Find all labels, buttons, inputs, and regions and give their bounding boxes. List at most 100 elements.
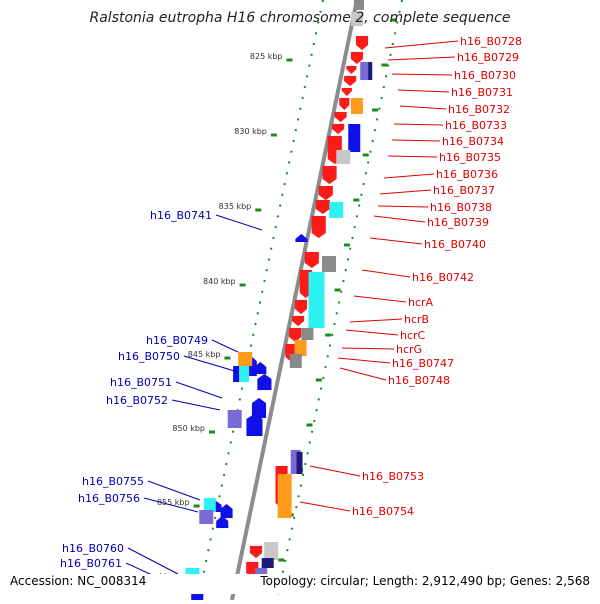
accession-text: Accession: NC_008314 — [8, 574, 149, 594]
forward-gene-arrow — [315, 199, 331, 215]
gene-feature-box — [261, 558, 274, 568]
reverse-gene-label: h16_B0756 — [78, 492, 140, 505]
gene-feature-box — [203, 498, 216, 512]
forward-gene-arrow — [350, 51, 364, 65]
forward-gene-arrow — [249, 545, 263, 559]
forward-gene-label: h16_B0737 — [433, 184, 495, 197]
reverse-gene-label: h16_B0749 — [146, 334, 208, 347]
chromosome-backbone — [230, 0, 359, 601]
forward-gene-arrow — [291, 315, 305, 327]
reverse-gene-label: h16_B0761 — [60, 557, 122, 570]
scale-label: 855 kbp — [157, 498, 190, 507]
gene-feature-box — [350, 98, 363, 114]
reverse-gene-leader — [147, 480, 201, 501]
gene-feature-box — [329, 202, 344, 218]
forward-gene-arrow — [311, 215, 326, 239]
forward-gene-arrow — [304, 251, 320, 269]
forward-gene-leader — [387, 56, 456, 61]
forward-gene-arrow — [341, 87, 353, 97]
genome-summary-text: Topology: circular; Length: 2,912,490 bp… — [258, 574, 592, 594]
gene-feature-box — [296, 452, 303, 474]
forward-gene-arrow — [343, 75, 357, 87]
forward-gene-leader — [379, 189, 432, 195]
forward-gene-leader — [353, 295, 407, 303]
forward-gene-label: hcrA — [408, 296, 434, 309]
gene-feature-box — [227, 410, 242, 428]
forward-gene-leader — [384, 40, 459, 49]
forward-gene-label: hcrB — [404, 313, 429, 326]
forward-gene-label: h16_B0729 — [457, 51, 519, 64]
gene-feature-box — [290, 450, 301, 474]
forward-gene-label: h16_B0735 — [439, 151, 501, 164]
gene-feature-box — [233, 366, 240, 382]
forward-gene-arrow — [322, 165, 337, 185]
reverse-gene-arrow — [254, 361, 267, 375]
forward-gene-arrow — [339, 97, 350, 111]
forward-gene-label: h16_B0731 — [451, 86, 513, 99]
forward-gene-arrow — [288, 327, 302, 343]
forward-gene-arrow — [346, 65, 357, 75]
reverse-gene-label: h16_B0752 — [106, 394, 168, 407]
gene-feature-box — [360, 62, 371, 80]
scale-label: 845 kbp — [188, 350, 221, 359]
map-title: Ralstonia eutropha H16 chromosome 2, com… — [89, 10, 511, 26]
forward-gene-label: h16_B0738 — [430, 201, 492, 214]
reverse-gene-arrow — [216, 515, 229, 529]
reverse-gene-arrow — [295, 233, 308, 243]
scale-label: 830 kbp — [234, 127, 267, 136]
reverse-gene-leader — [171, 399, 221, 411]
gene-feature-box — [277, 474, 292, 518]
gene-feature-box — [353, 0, 364, 10]
reverse-gene-arrow — [220, 503, 233, 519]
gene-feature-box — [348, 124, 361, 152]
forward-gene-leader — [361, 269, 411, 278]
gene-feature-box — [368, 62, 373, 80]
forward-gene-leader — [369, 237, 423, 245]
reverse-gene-label: h16_B0741 — [150, 209, 212, 222]
forward-gene-leader — [377, 205, 429, 208]
forward-gene-leader — [299, 501, 351, 512]
reverse-gene-arrow — [257, 373, 272, 391]
gene-feature-box — [199, 510, 214, 524]
forward-gene-leader — [391, 139, 441, 142]
forward-gene-leader — [345, 329, 399, 336]
forward-gene-leader — [341, 347, 395, 350]
reverse-gene-leader — [143, 497, 199, 513]
forward-gene-leader — [349, 318, 403, 323]
gene-feature-box — [289, 354, 302, 368]
reverse-gene-leader — [127, 547, 179, 575]
reverse-gene-label: h16_B0760 — [62, 542, 124, 555]
gene-feature-box — [351, 12, 364, 26]
forward-gene-leader — [373, 215, 426, 223]
forward-gene-label: h16_B0728 — [460, 35, 522, 48]
forward-gene-label: h16_B0733 — [445, 119, 507, 132]
map-footer: Accession: NC_008314 Topology: circular;… — [8, 574, 592, 594]
reverse-gene-leader — [215, 214, 263, 231]
forward-gene-label: h16_B0739 — [427, 216, 489, 229]
reverse-gene-label: h16_B0755 — [82, 475, 144, 488]
forward-gene-leader — [391, 73, 453, 76]
reverse-gene-arrow — [246, 413, 263, 437]
forward-gene-leader — [393, 123, 444, 126]
forward-gene-arrow — [294, 299, 308, 315]
forward-gene-label: h16_B0748 — [388, 374, 450, 387]
forward-gene-label: h16_B0730 — [454, 69, 516, 82]
forward-gene-label: h16_B0734 — [442, 135, 504, 148]
forward-gene-label: h16_B0754 — [352, 505, 414, 518]
forward-gene-label: h16_B0753 — [362, 470, 424, 483]
gene-feature-box — [301, 328, 314, 340]
gene-feature-box — [264, 542, 279, 560]
forward-gene-arrow — [331, 123, 345, 135]
forward-gene-label: h16_B0732 — [448, 103, 510, 116]
scale-label: 835 kbp — [219, 202, 252, 211]
scale-label: 825 kbp — [250, 52, 283, 61]
forward-gene-label: hcrG — [396, 343, 422, 356]
forward-gene-arrow — [318, 185, 334, 201]
reverse-gene-leader — [211, 339, 239, 353]
forward-gene-label: h16_B0740 — [424, 238, 486, 251]
forward-gene-label: h16_B0747 — [392, 357, 454, 370]
gene-feature-box — [308, 272, 325, 328]
reverse-gene-label: h16_B0750 — [118, 350, 180, 363]
